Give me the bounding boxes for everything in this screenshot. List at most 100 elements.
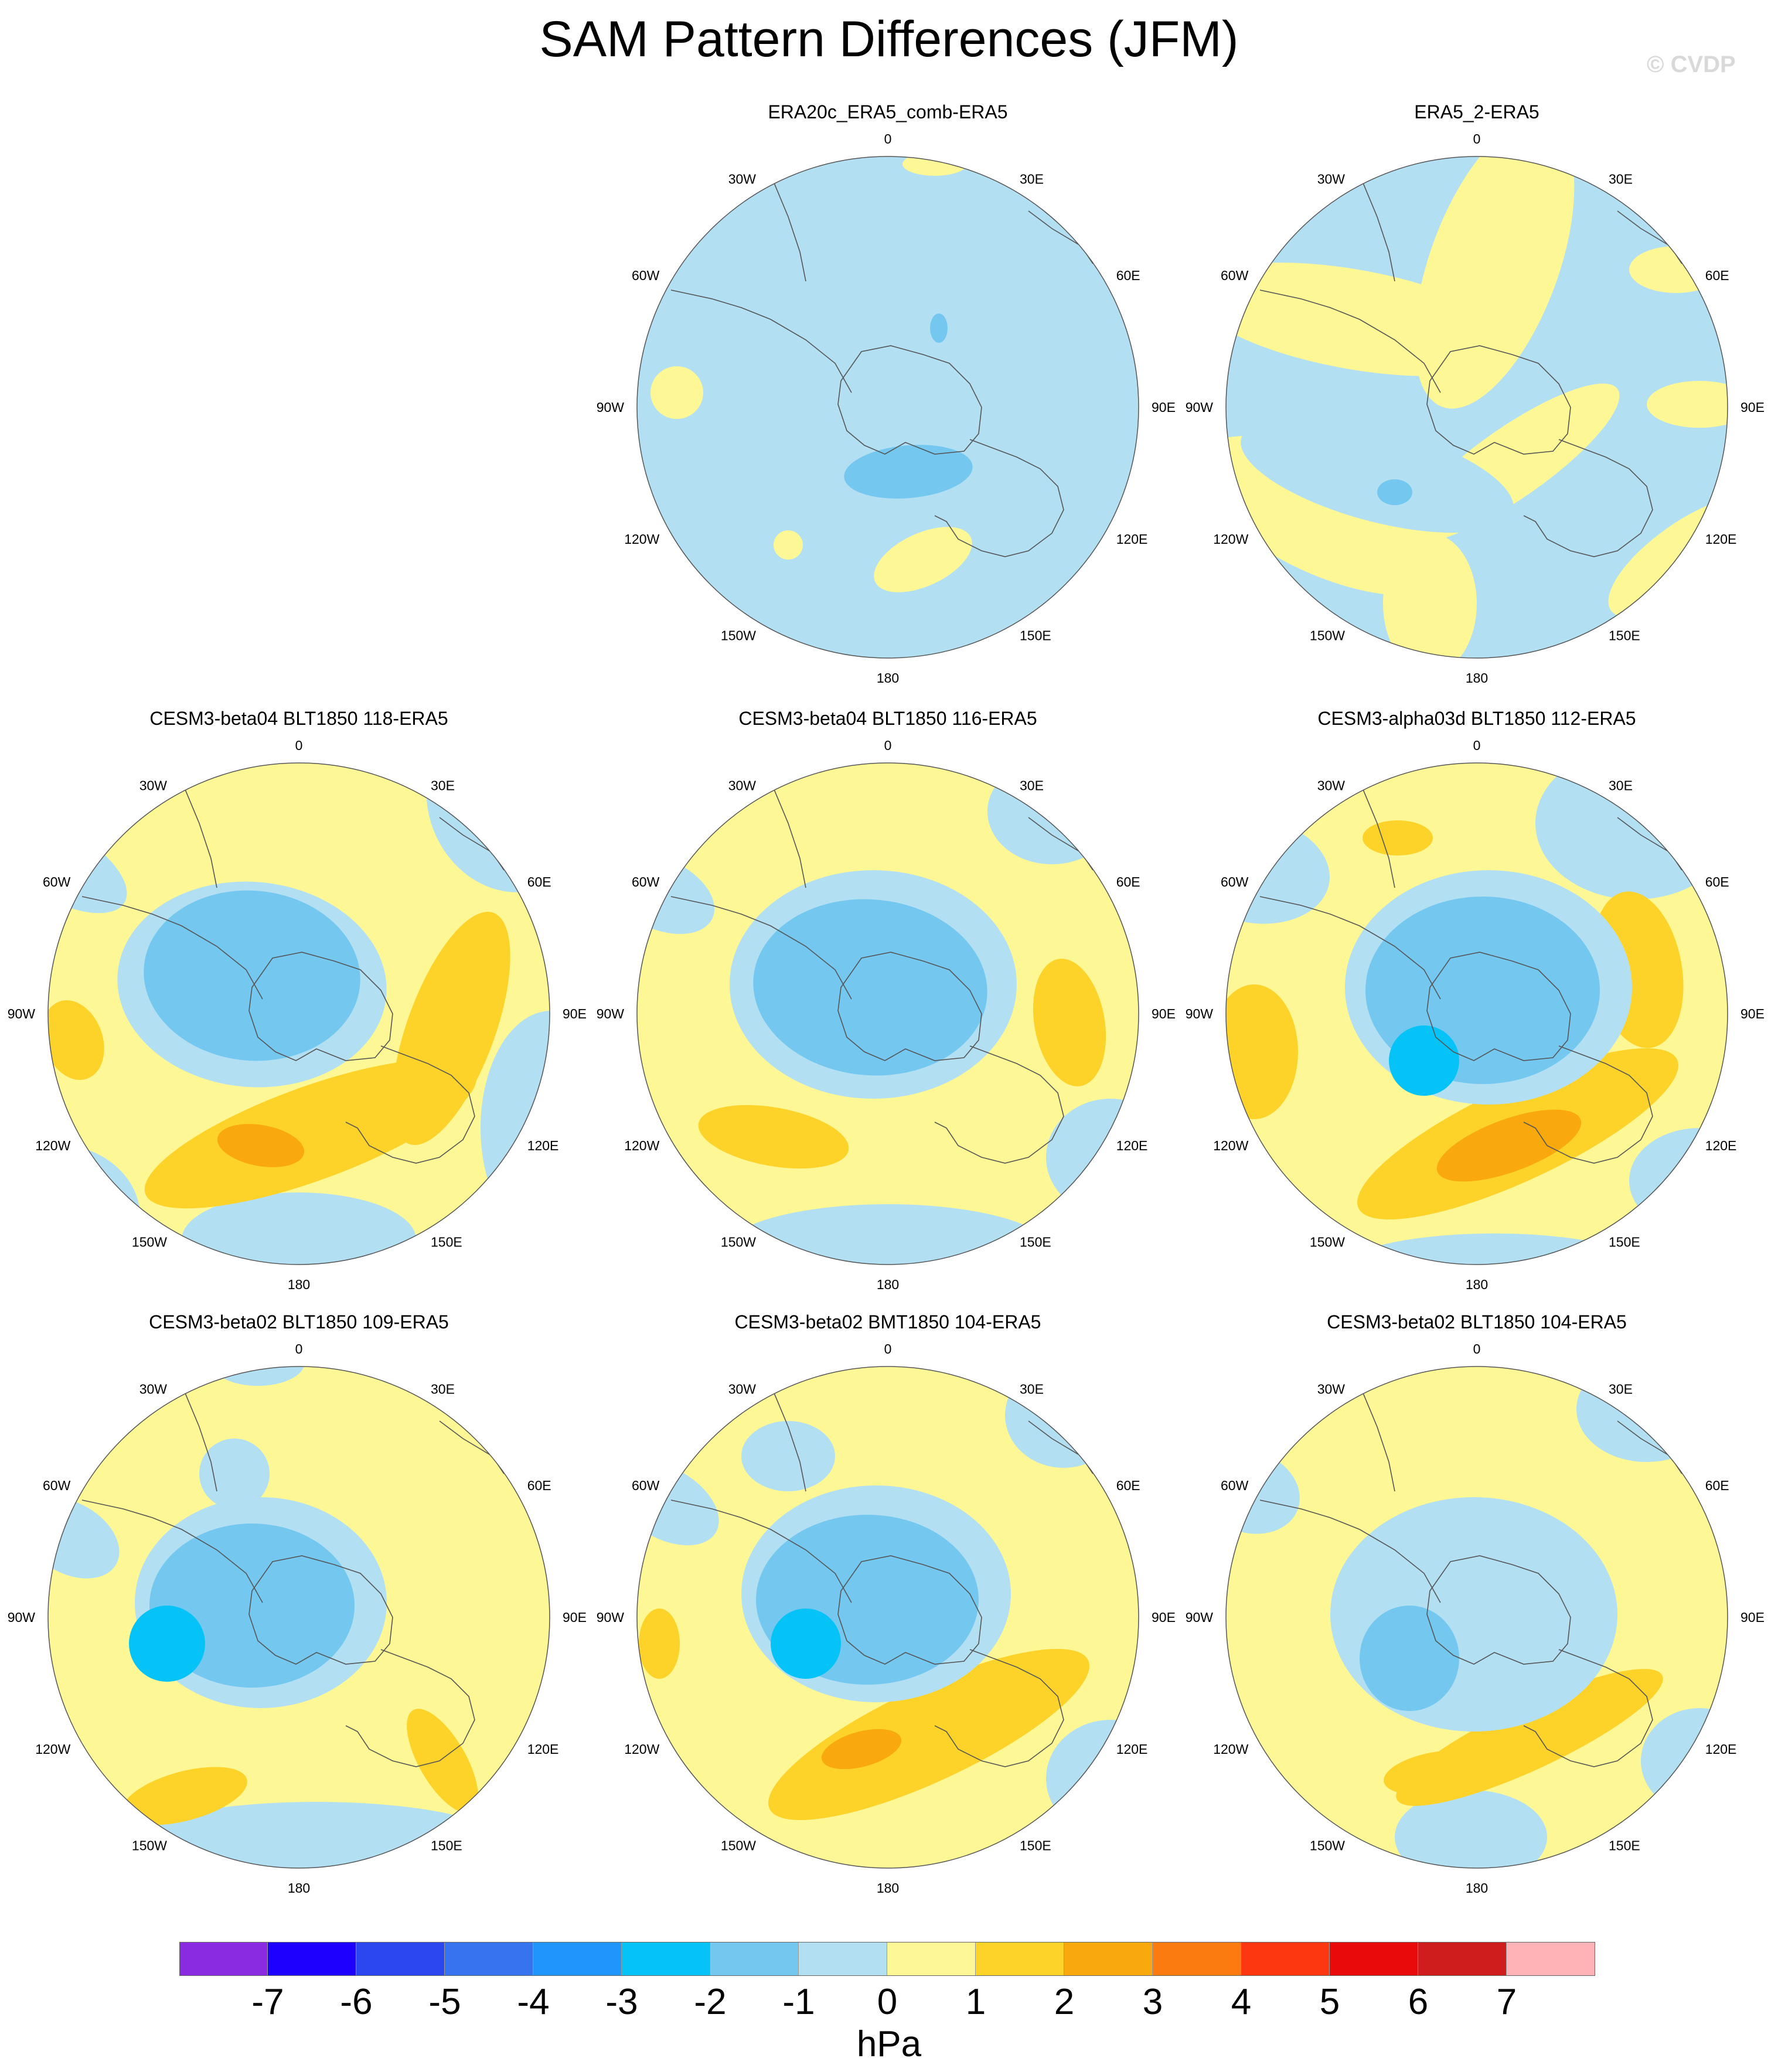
longitude-label: 150E bbox=[1020, 1838, 1051, 1853]
longitude-label: 90E bbox=[1740, 400, 1765, 415]
longitude-label: 0 bbox=[295, 738, 303, 753]
longitude-label: 60E bbox=[1116, 268, 1140, 283]
longitude-label: 60E bbox=[1705, 268, 1729, 283]
longitude-label: 30W bbox=[1317, 778, 1346, 793]
longitude-label: 150E bbox=[1609, 1235, 1640, 1250]
map-panel: CESM3-beta04 BLT1850 118-ERA5 0 30E 60E 90E 1… bbox=[6, 694, 592, 1292]
longitude-label: 180 bbox=[877, 670, 899, 686]
anomaly-region bbox=[1395, 1790, 1547, 1868]
panel-title: CESM3-beta02 BLT1850 104-ERA5 bbox=[1327, 1311, 1627, 1333]
anomaly-region bbox=[1226, 435, 1455, 596]
longitude-label: 150E bbox=[1020, 1235, 1051, 1250]
anomaly-region bbox=[1241, 416, 1514, 533]
map-boundary bbox=[1225, 156, 1728, 659]
anomaly-region bbox=[1377, 479, 1412, 505]
longitude-label: 60W bbox=[43, 874, 71, 890]
longitude-label: 150W bbox=[132, 1838, 167, 1853]
longitude-label: 90E bbox=[1740, 1006, 1765, 1021]
map-panel: CESM3-beta02 BLT1850 109-ERA5 0 30E 60E 90E 1… bbox=[6, 1298, 592, 1896]
map-panel: ERA5_2-ERA5 0 30E 60E 90E 120E 150E 180 150W 120W… bbox=[1184, 88, 1770, 686]
longitude-label: 90W bbox=[1186, 400, 1214, 415]
anomaly-region bbox=[392, 912, 510, 1145]
anomaly-region bbox=[874, 527, 972, 592]
colorbar-tick-label: -7 bbox=[251, 1982, 284, 2022]
map-boundary bbox=[1225, 1366, 1728, 1869]
figure-title: SAM Pattern Differences (JFM) bbox=[539, 11, 1239, 67]
longitude-label: 150E bbox=[1609, 1838, 1640, 1853]
longitude-label: 60W bbox=[632, 874, 660, 890]
colorbar-tick-label: 4 bbox=[1231, 1982, 1252, 2022]
anomaly-region bbox=[902, 156, 967, 176]
coastline bbox=[1259, 896, 1441, 1000]
map-boundary bbox=[1225, 762, 1728, 1265]
cvdp-credit: © CVDP bbox=[1647, 52, 1736, 77]
longitude-label: 90E bbox=[1152, 1006, 1176, 1021]
longitude-label: 60E bbox=[527, 1478, 551, 1493]
longitude-label: 0 bbox=[884, 131, 892, 146]
longitude-label: 120E bbox=[527, 1742, 559, 1757]
coastline bbox=[837, 1555, 982, 1665]
longitude-label: 0 bbox=[295, 1341, 303, 1357]
map-boundary bbox=[636, 156, 1139, 659]
coastline bbox=[934, 1649, 1064, 1767]
colorbar-tick-label: -2 bbox=[694, 1982, 727, 2022]
contour-field bbox=[1226, 1366, 1728, 1868]
polar-map: CESM3-alpha03d BLT1850 112-ERA5 0 30E 60E 90… bbox=[1186, 708, 1765, 1292]
anomaly-region bbox=[217, 1124, 305, 1167]
anomaly-region bbox=[771, 1608, 841, 1679]
anomaly-region bbox=[1629, 1128, 1728, 1233]
anomaly-region bbox=[1226, 984, 1298, 1119]
longitude-label: 0 bbox=[884, 738, 892, 753]
longitude-label: 60W bbox=[43, 1478, 71, 1493]
colorbar-swatch bbox=[1241, 1942, 1330, 1976]
longitude-label: 150W bbox=[721, 628, 756, 643]
longitude-label: 90W bbox=[8, 1610, 36, 1625]
coastline bbox=[1426, 952, 1571, 1061]
panel-title: CESM3-beta04 BLT1850 116-ERA5 bbox=[738, 708, 1037, 729]
longitude-label: 90E bbox=[1152, 400, 1176, 415]
anomaly-region bbox=[741, 1421, 835, 1491]
longitude-label: 120W bbox=[624, 531, 659, 547]
longitude-label: 90W bbox=[8, 1006, 36, 1021]
colorbar-swatch bbox=[445, 1942, 533, 1976]
longitude-label: 60E bbox=[1705, 874, 1729, 890]
anomaly-region bbox=[1383, 533, 1477, 658]
anomaly-region bbox=[821, 1729, 902, 1770]
colorbar-swatch bbox=[179, 1942, 268, 1976]
coastline bbox=[1523, 439, 1653, 557]
coastline bbox=[248, 1555, 393, 1665]
anomaly-region bbox=[753, 899, 987, 1076]
coastline bbox=[81, 1500, 263, 1603]
map-boundary bbox=[636, 762, 1139, 1265]
longitude-label: 120E bbox=[1705, 531, 1737, 547]
colorbar-tick-label: 5 bbox=[1319, 1982, 1340, 2022]
anomaly-region bbox=[144, 890, 360, 1061]
longitude-label: 30E bbox=[431, 1381, 455, 1396]
map-boundary bbox=[47, 762, 550, 1265]
longitude-label: 60W bbox=[1221, 874, 1249, 890]
panel-title: CESM3-beta04 BLT1850 118-ERA5 bbox=[149, 708, 448, 729]
map-panel: CESM3-alpha03d BLT1850 112-ERA5 0 30E 60E 90… bbox=[1184, 694, 1770, 1292]
longitude-label: 90W bbox=[597, 400, 625, 415]
polar-map: CESM3-beta04 BLT1850 118-ERA5 0 30E 60E 90E 1… bbox=[8, 708, 587, 1292]
panel-title: CESM3-beta02 BMT1850 104-ERA5 bbox=[735, 1311, 1041, 1333]
panel-title: ERA20c_ERA5_comb-ERA5 bbox=[768, 101, 1007, 122]
anomaly-region bbox=[1414, 156, 1575, 409]
anomaly-region bbox=[1360, 1606, 1459, 1711]
anomaly-region bbox=[48, 1000, 104, 1080]
coastline bbox=[1523, 1649, 1653, 1767]
colorbar-swatch bbox=[1064, 1942, 1153, 1976]
coastline bbox=[837, 345, 982, 455]
panel-title: CESM3-alpha03d BLT1850 112-ERA5 bbox=[1317, 708, 1636, 729]
panel-title: ERA5_2-ERA5 bbox=[1414, 101, 1539, 122]
colorbar-swatch bbox=[1507, 1942, 1595, 1976]
polar-map: CESM3-beta02 BLT1850 104-ERA5 0 30E 60E 90E 1… bbox=[1186, 1311, 1765, 1896]
map-panel: CESM3-beta02 BMT1850 104-ERA5 0 30E 60E 90E 1… bbox=[595, 1298, 1181, 1896]
colorbar-swatch bbox=[710, 1942, 799, 1976]
colorbar-swatch bbox=[976, 1942, 1064, 1976]
anomaly-region bbox=[1046, 1720, 1139, 1837]
anomaly-region bbox=[639, 1608, 680, 1679]
polar-map: CESM3-beta02 BMT1850 104-ERA5 0 30E 60E 90E 1… bbox=[597, 1311, 1176, 1896]
longitude-label: 180 bbox=[288, 1880, 310, 1896]
colorbar-swatch bbox=[533, 1942, 622, 1976]
